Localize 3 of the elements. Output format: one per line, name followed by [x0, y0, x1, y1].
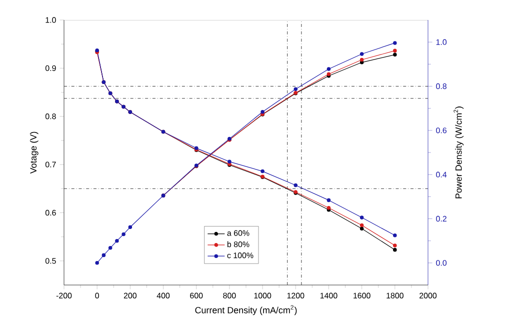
x-axis-title: Current Density (mA/cm$^{2}$): [195, 305, 297, 316]
y2-axis-title: Power Density (W/cm$^{2}$): [454, 106, 464, 198]
y-axis-title: Votage (V): [30, 132, 38, 174]
